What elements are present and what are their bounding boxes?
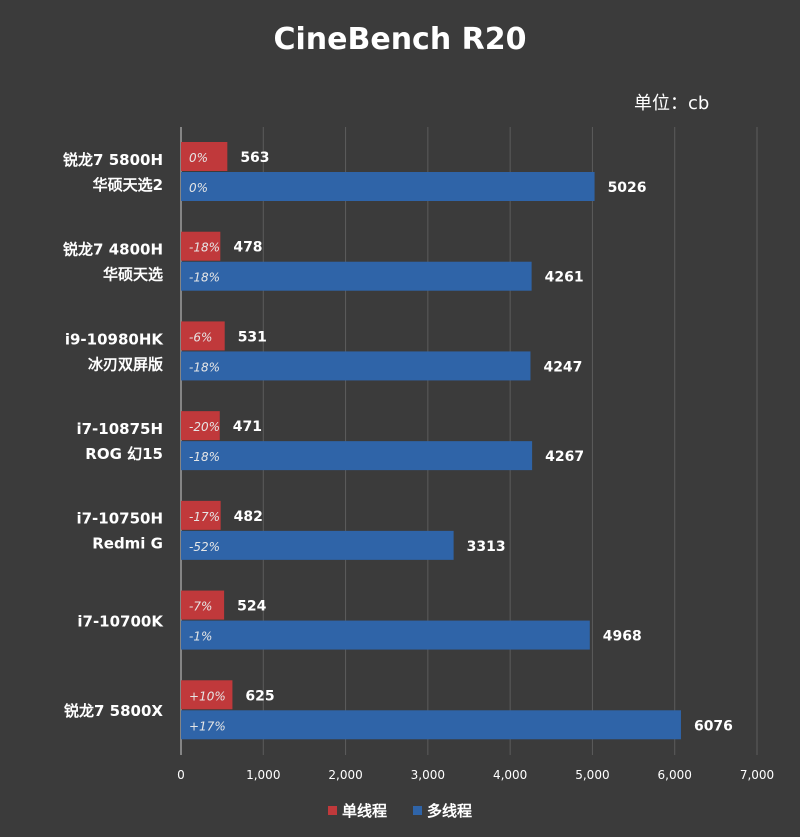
legend-label-multi-thread: 多线程	[427, 802, 473, 820]
category-label: i9-10980HK	[65, 330, 165, 348]
bar-multi-thread	[181, 351, 531, 381]
category-label: i7-10875H	[76, 420, 163, 438]
x-tick-label: 2,000	[328, 768, 362, 782]
x-tick-label: 7,000	[740, 768, 774, 782]
legend-item-multi-thread: 多线程	[413, 800, 472, 821]
category-label: 锐龙7 4800H	[63, 241, 163, 259]
bar-single-thread	[181, 321, 225, 351]
x-tick-label: 3,000	[411, 768, 445, 782]
value-label: 4247	[543, 359, 582, 375]
percent-label: +10%	[189, 689, 226, 703]
bar-multi-thread	[181, 441, 533, 471]
bar-multi-thread	[181, 710, 681, 740]
unit-label: 单位：cb	[634, 93, 710, 114]
bar-single-thread	[181, 142, 228, 171]
percent-label: 0%	[189, 181, 208, 195]
legend-swatch-single-thread	[327, 806, 337, 815]
legend-label-single-thread: 单线程	[341, 802, 387, 820]
category-sublabel: 冰刃双屏版	[88, 355, 163, 373]
x-tick-label: 4,000	[493, 768, 527, 782]
x-tick-label: 1,000	[246, 768, 280, 782]
legend-swatch-multi-thread	[413, 806, 422, 815]
bar-single-thread	[181, 411, 220, 441]
percent-label: -52%	[189, 540, 220, 554]
percent-label: +17%	[189, 719, 226, 733]
category-label: 锐龙7 5800X	[64, 702, 163, 720]
x-tick-label: 5,000	[575, 768, 609, 782]
legend-item-single-thread: 单线程	[327, 800, 387, 821]
value-label: 478	[233, 240, 262, 256]
value-label: 531	[238, 329, 267, 345]
percent-label: -1%	[189, 630, 212, 644]
percent-label: -7%	[189, 600, 212, 614]
value-label: 625	[245, 688, 274, 704]
value-label: 524	[237, 599, 266, 615]
percent-label: -20%	[189, 420, 220, 434]
percent-label: -17%	[189, 510, 220, 524]
chart-title: CineBench R20	[273, 22, 527, 57]
bar-single-thread	[181, 231, 221, 261]
category-sublabel: Redmi G	[92, 535, 163, 553]
percent-label: -18%	[189, 271, 220, 285]
bar-single-thread	[181, 500, 221, 530]
category-sublabel: ROG 幻15	[85, 445, 163, 463]
category-sublabel: 华硕天选	[103, 266, 163, 284]
category-label: i7-10750H	[76, 510, 163, 528]
value-label: 3313	[467, 539, 506, 555]
value-label: 6076	[694, 718, 733, 734]
value-label: 4267	[545, 449, 584, 465]
category-label: i7-10700K	[77, 612, 164, 630]
bar-multi-thread	[181, 172, 595, 201]
bar-multi-thread	[181, 620, 590, 650]
value-label: 482	[234, 509, 263, 525]
bar-single-thread	[181, 680, 233, 710]
category-sublabel: 华硕天选2	[93, 176, 163, 194]
bar-single-thread	[181, 590, 225, 620]
percent-label: -18%	[189, 450, 220, 464]
x-tick-label: 0	[177, 768, 185, 782]
value-label: 4261	[545, 270, 584, 286]
value-label: 4968	[603, 629, 642, 645]
value-label: 563	[240, 150, 269, 166]
percent-label: -18%	[189, 241, 220, 255]
percent-label: -18%	[189, 360, 220, 374]
category-label: 锐龙7 5800H	[63, 151, 163, 169]
value-label: 5026	[608, 180, 647, 196]
x-tick-label: 6,000	[658, 768, 692, 782]
percent-label: -6%	[189, 330, 212, 344]
bar-multi-thread	[181, 530, 454, 560]
legend: 单线程 多线程	[0, 800, 800, 821]
value-label: 471	[233, 419, 262, 435]
bar-multi-thread	[181, 261, 532, 291]
percent-label: 0%	[189, 151, 208, 165]
